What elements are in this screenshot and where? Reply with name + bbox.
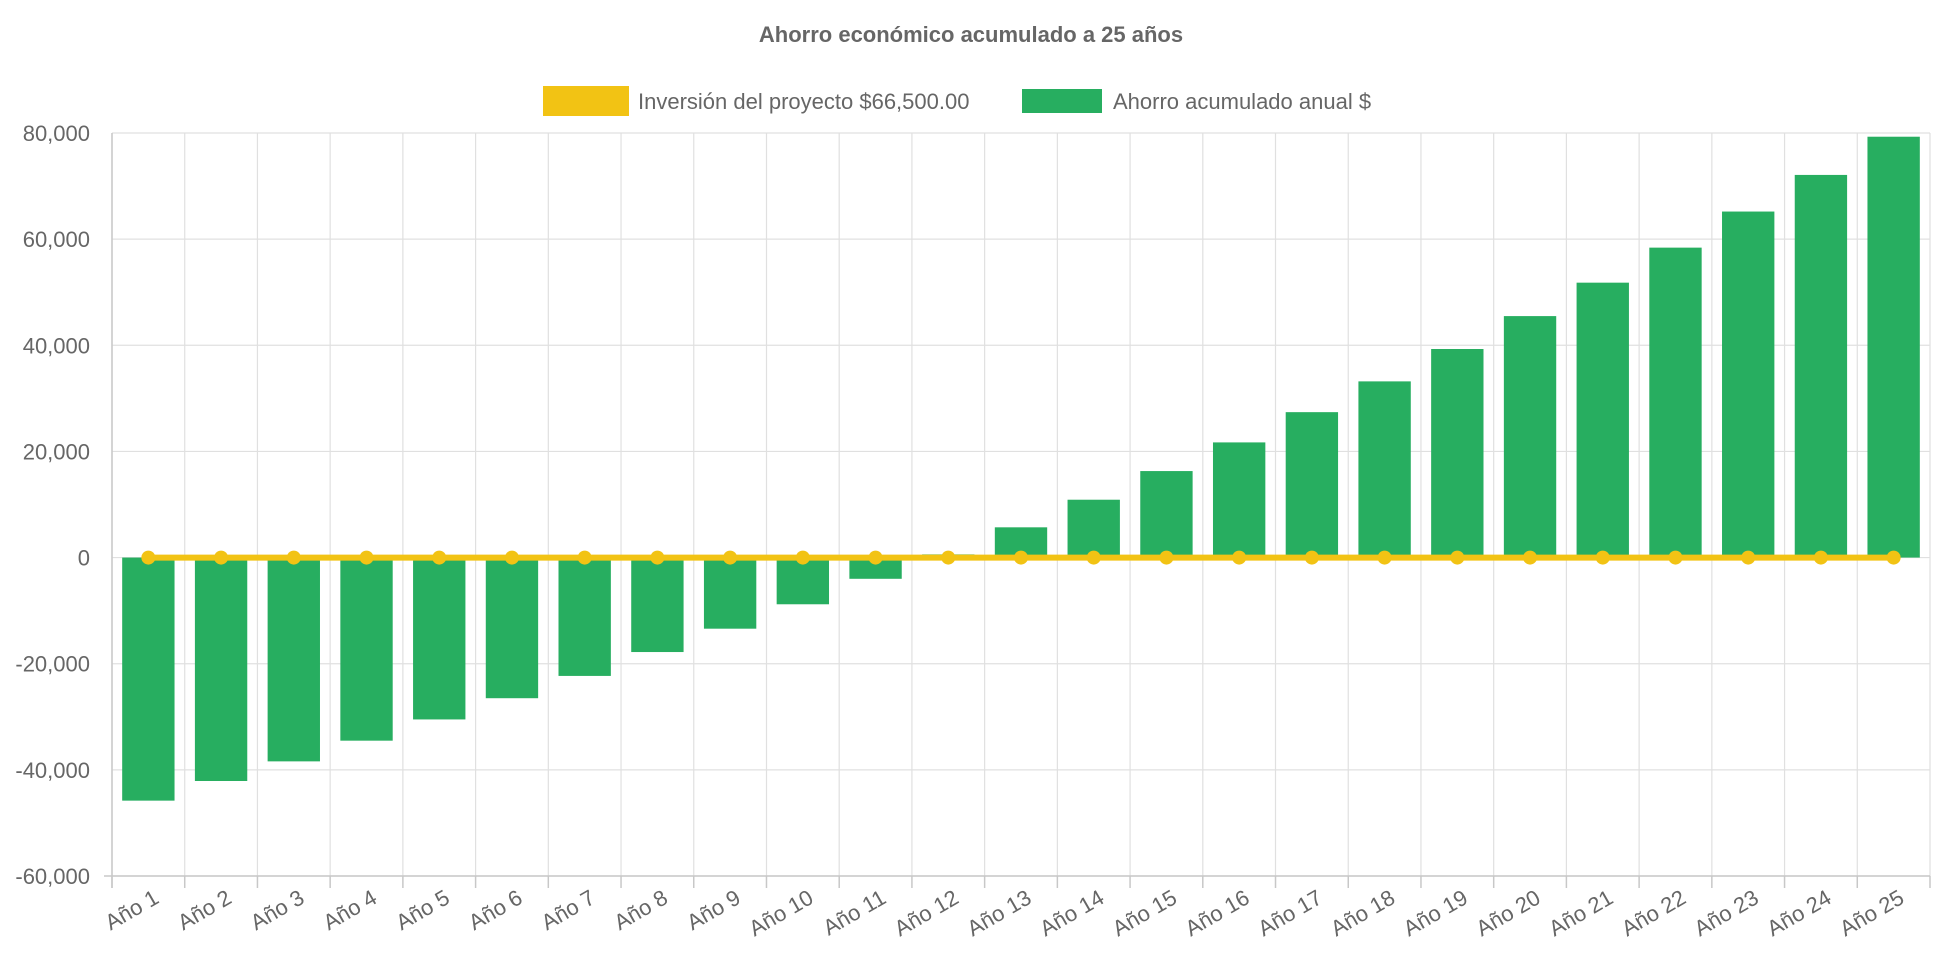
- y-tick-label: 40,000: [23, 333, 90, 358]
- x-tick-label: Año 18: [1326, 885, 1399, 942]
- y-tick-label: 60,000: [23, 227, 90, 252]
- bar-3[interactable]: [267, 557, 320, 762]
- y-tick-label: 80,000: [23, 121, 90, 146]
- line-point-5[interactable]: [432, 550, 447, 565]
- x-tick-label: Año 8: [610, 885, 672, 935]
- y-tick-label: 0: [78, 546, 90, 571]
- line-point-9[interactable]: [723, 550, 738, 565]
- line-point-21[interactable]: [1595, 550, 1610, 565]
- bar-10[interactable]: [776, 557, 830, 605]
- bar-24[interactable]: [1794, 174, 1848, 558]
- bar-22[interactable]: [1649, 247, 1702, 558]
- legend-label-investment: Inversión del proyecto $66,500.00: [638, 89, 969, 114]
- bar-23[interactable]: [1722, 211, 1775, 558]
- bar-16[interactable]: [1212, 442, 1266, 558]
- bar-6[interactable]: [485, 557, 539, 699]
- x-tick-label: Año 5: [391, 885, 453, 935]
- x-tick-label: Año 11: [819, 885, 890, 941]
- x-tick-label: Año 3: [246, 885, 308, 935]
- x-tick-label: Año 4: [319, 885, 381, 935]
- x-tick-label: Año 20: [1472, 885, 1545, 942]
- bar-2[interactable]: [194, 557, 248, 782]
- y-tick-label: -60,000: [15, 864, 90, 889]
- y-tick-label: 20,000: [23, 439, 90, 464]
- bar-14[interactable]: [1067, 499, 1120, 558]
- x-tick-label: Año 16: [1181, 885, 1254, 942]
- x-tick-label: Año 1: [101, 885, 163, 935]
- bar-17[interactable]: [1285, 412, 1339, 558]
- line-point-10[interactable]: [795, 550, 810, 565]
- legend-item-investment[interactable]: Inversión del proyecto $66,500.00: [543, 86, 969, 116]
- line-point-22[interactable]: [1668, 550, 1683, 565]
- legend-swatch-investment: [543, 86, 629, 116]
- y-tick-label: -40,000: [15, 758, 90, 783]
- line-point-25[interactable]: [1886, 550, 1901, 565]
- line-point-12[interactable]: [941, 550, 956, 565]
- bar-11[interactable]: [849, 557, 902, 579]
- x-tick-label: Año 17: [1253, 885, 1326, 942]
- bar-4[interactable]: [340, 557, 393, 741]
- x-tick-label: Año 24: [1763, 885, 1836, 942]
- x-tick-label: Año 12: [890, 885, 963, 942]
- legend-item-savings[interactable]: Ahorro acumulado anual $: [1022, 89, 1371, 114]
- y-tick-label: -20,000: [15, 652, 90, 677]
- bar-7[interactable]: [558, 557, 611, 676]
- investment-line: [141, 550, 1901, 565]
- bar-18[interactable]: [1358, 381, 1411, 558]
- x-axis-ticks: Año 1 Año 2 Año 3 Año 4 Año 5 Año 6 Año 7 Año 8…: [101, 885, 1909, 942]
- bar-20[interactable]: [1503, 316, 1557, 558]
- x-tick-label: Año 15: [1108, 885, 1181, 942]
- line-point-20[interactable]: [1523, 550, 1538, 565]
- bar-8[interactable]: [631, 557, 684, 653]
- bars: [122, 136, 1920, 801]
- x-tick-label: Año 6: [464, 885, 526, 935]
- line-point-14[interactable]: [1086, 550, 1101, 565]
- bar-25[interactable]: [1867, 136, 1920, 558]
- line-point-11[interactable]: [868, 550, 883, 565]
- line-point-4[interactable]: [359, 550, 374, 565]
- line-point-7[interactable]: [577, 550, 592, 565]
- x-tick-label: Año 23: [1690, 885, 1763, 942]
- line-point-1[interactable]: [141, 550, 156, 565]
- x-tick-label: Año 9: [682, 885, 744, 935]
- line-point-19[interactable]: [1450, 550, 1465, 565]
- x-tick-label: Año 13: [963, 885, 1036, 942]
- legend: Inversión del proyecto $66,500.00 Ahorro…: [543, 86, 1371, 116]
- line-point-24[interactable]: [1813, 550, 1828, 565]
- y-axis-ticks: 80,000 60,000 40,000 20,000 0 -20,000 -40,000 -…: [15, 121, 90, 889]
- bar-21[interactable]: [1576, 282, 1629, 558]
- bar-15[interactable]: [1140, 471, 1193, 558]
- x-tick-label: Año 25: [1835, 885, 1908, 942]
- line-point-6[interactable]: [504, 550, 519, 565]
- x-tick-label: Año 22: [1617, 885, 1690, 942]
- line-point-23[interactable]: [1741, 550, 1756, 565]
- x-tick-label: Año 2: [173, 885, 235, 935]
- legend-swatch-savings: [1022, 89, 1102, 113]
- line-point-8[interactable]: [650, 550, 665, 565]
- line-point-18[interactable]: [1377, 550, 1392, 565]
- x-tick-label: Año 10: [744, 885, 817, 942]
- x-tick-label: Año 7: [537, 885, 599, 935]
- bar-19[interactable]: [1431, 349, 1484, 558]
- x-tick-label: Año 21: [1544, 885, 1617, 942]
- legend-label-savings: Ahorro acumulado anual $: [1113, 89, 1371, 114]
- bar-9[interactable]: [703, 557, 757, 629]
- line-point-2[interactable]: [214, 550, 229, 565]
- x-tick-label: Año 19: [1399, 885, 1472, 942]
- line-point-17[interactable]: [1304, 550, 1319, 565]
- bar-1[interactable]: [122, 557, 175, 801]
- line-point-16[interactable]: [1232, 550, 1247, 565]
- x-tick-label: Año 14: [1035, 885, 1108, 942]
- line-point-3[interactable]: [286, 550, 301, 565]
- chart-title: Ahorro económico acumulado a 25 años: [759, 22, 1183, 47]
- line-point-15[interactable]: [1159, 550, 1174, 565]
- bar-5[interactable]: [413, 557, 466, 720]
- line-point-13[interactable]: [1014, 550, 1028, 565]
